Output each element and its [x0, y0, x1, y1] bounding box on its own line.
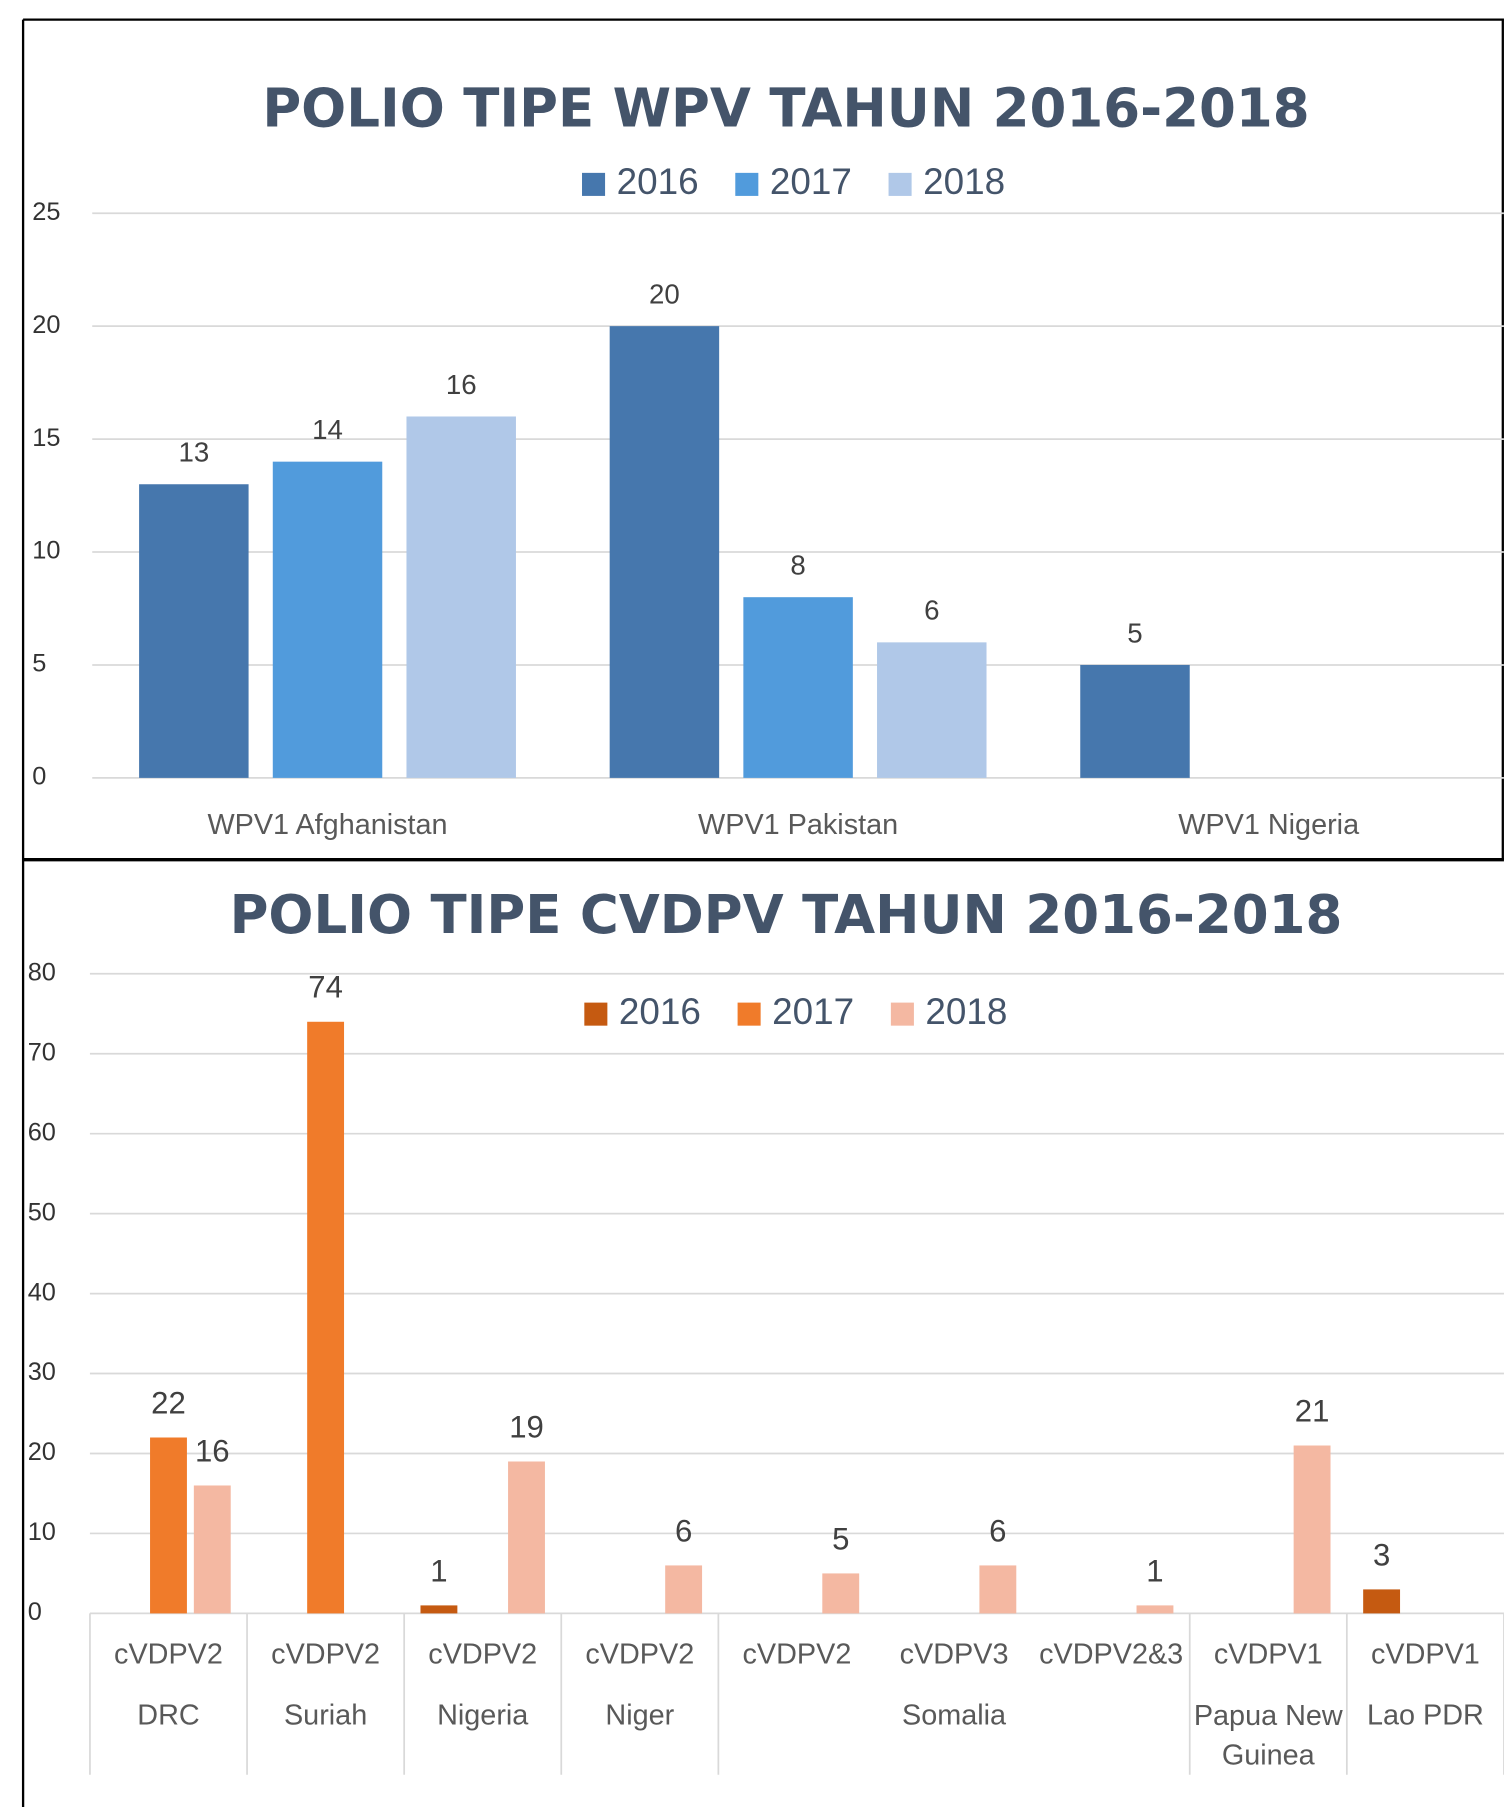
- y-tick-label: 0: [32, 763, 46, 791]
- x-tick-label: cVDPV2: [428, 1639, 537, 1671]
- y-tick-label: 10: [28, 1518, 56, 1546]
- bar: [272, 461, 383, 778]
- bar: [193, 1485, 231, 1614]
- chart-title: POLIO TIPE WPV TAHUN 2016-2018: [262, 77, 1309, 139]
- bar: [1080, 664, 1190, 778]
- x-tick-label: WPV1 Afghanistan: [207, 809, 447, 841]
- data-label: 6: [675, 1513, 692, 1548]
- bar: [1363, 1589, 1401, 1614]
- y-tick-label: 60: [28, 1118, 56, 1146]
- legend-label: 2016: [619, 991, 701, 1032]
- y-tick-label: 20: [28, 1438, 56, 1466]
- y-tick-label: 15: [32, 424, 60, 452]
- x-group-label: Suriah: [284, 1700, 367, 1732]
- x-tick-label: cVDPV2: [114, 1639, 223, 1671]
- data-label: 5: [832, 1521, 849, 1556]
- x-tick-label: cVDPV1: [1214, 1639, 1323, 1671]
- data-label: 8: [790, 550, 805, 581]
- data-label: 14: [312, 414, 343, 445]
- x-group-label: Nigeria: [437, 1700, 529, 1732]
- legend-label: 2018: [923, 161, 1005, 202]
- bar: [665, 1565, 703, 1614]
- legend-swatch: [582, 172, 606, 196]
- legend-swatch: [584, 1002, 608, 1026]
- data-label: 22: [151, 1385, 186, 1420]
- data-label: 74: [308, 970, 343, 1005]
- data-label: 16: [195, 1433, 230, 1468]
- bar: [979, 1565, 1017, 1614]
- data-label: 5: [1127, 617, 1142, 648]
- bar: [743, 597, 853, 778]
- x-tick-label: cVDPV2&3: [1039, 1639, 1183, 1671]
- x-group-label: Somalia: [902, 1700, 1007, 1732]
- data-label: 20: [649, 278, 680, 309]
- bar: [406, 416, 516, 778]
- bar: [420, 1605, 458, 1614]
- x-group-label: Niger: [605, 1700, 674, 1732]
- data-label: 16: [446, 369, 477, 400]
- data-label: 6: [989, 1513, 1006, 1548]
- x-tick-label: cVDPV2: [585, 1639, 694, 1671]
- y-tick-label: 40: [28, 1278, 56, 1306]
- x-tick-label: cVDPV1: [1371, 1639, 1480, 1671]
- x-group-label: DRC: [137, 1700, 199, 1732]
- legend-swatch: [888, 172, 912, 196]
- data-label: 13: [178, 437, 209, 468]
- legend-label: 2017: [770, 161, 852, 202]
- data-label: 6: [924, 595, 939, 626]
- bar: [508, 1461, 545, 1614]
- legend-label: 2016: [617, 161, 699, 202]
- x-group-label: Papua New Guinea: [1194, 1700, 1343, 1771]
- bar: [150, 1437, 187, 1614]
- chart-title: POLIO TIPE CVDPV TAHUN 2016-2018: [230, 884, 1343, 946]
- data-label: 21: [1295, 1393, 1330, 1428]
- data-label: 1: [430, 1553, 447, 1588]
- y-tick-label: 0: [28, 1598, 42, 1626]
- x-tick-label: cVDPV2: [271, 1639, 380, 1671]
- x-tick-label: WPV1 Pakistan: [698, 809, 898, 841]
- bar: [307, 1021, 345, 1614]
- legend-swatch: [890, 1002, 914, 1026]
- x-tick-label: WPV1 Nigeria: [1178, 809, 1360, 841]
- x-tick-label: cVDPV3: [900, 1639, 1009, 1671]
- y-tick-label: 5: [32, 650, 46, 678]
- y-tick-label: 10: [32, 537, 60, 565]
- bar: [1293, 1445, 1331, 1614]
- data-label: 1: [1146, 1553, 1163, 1588]
- y-tick-label: 30: [28, 1358, 56, 1386]
- legend-swatch: [735, 172, 759, 196]
- x-tick-label: cVDPV2: [743, 1639, 852, 1671]
- legend-swatch: [737, 1002, 761, 1026]
- legend-label: 2017: [772, 991, 854, 1032]
- y-tick-label: 20: [32, 311, 60, 339]
- bar: [877, 642, 987, 778]
- y-tick-label: 80: [28, 959, 56, 987]
- bar: [139, 484, 249, 778]
- bar: [822, 1573, 860, 1614]
- legend-label: 2018: [925, 991, 1007, 1032]
- y-tick-label: 50: [28, 1198, 56, 1226]
- y-tick-label: 70: [28, 1038, 56, 1066]
- bar: [609, 326, 720, 778]
- data-label: 19: [509, 1409, 544, 1444]
- x-group-label: Lao PDR: [1367, 1700, 1484, 1732]
- bar: [1136, 1605, 1174, 1614]
- data-label: 3: [1373, 1537, 1390, 1572]
- y-tick-label: 25: [32, 198, 60, 226]
